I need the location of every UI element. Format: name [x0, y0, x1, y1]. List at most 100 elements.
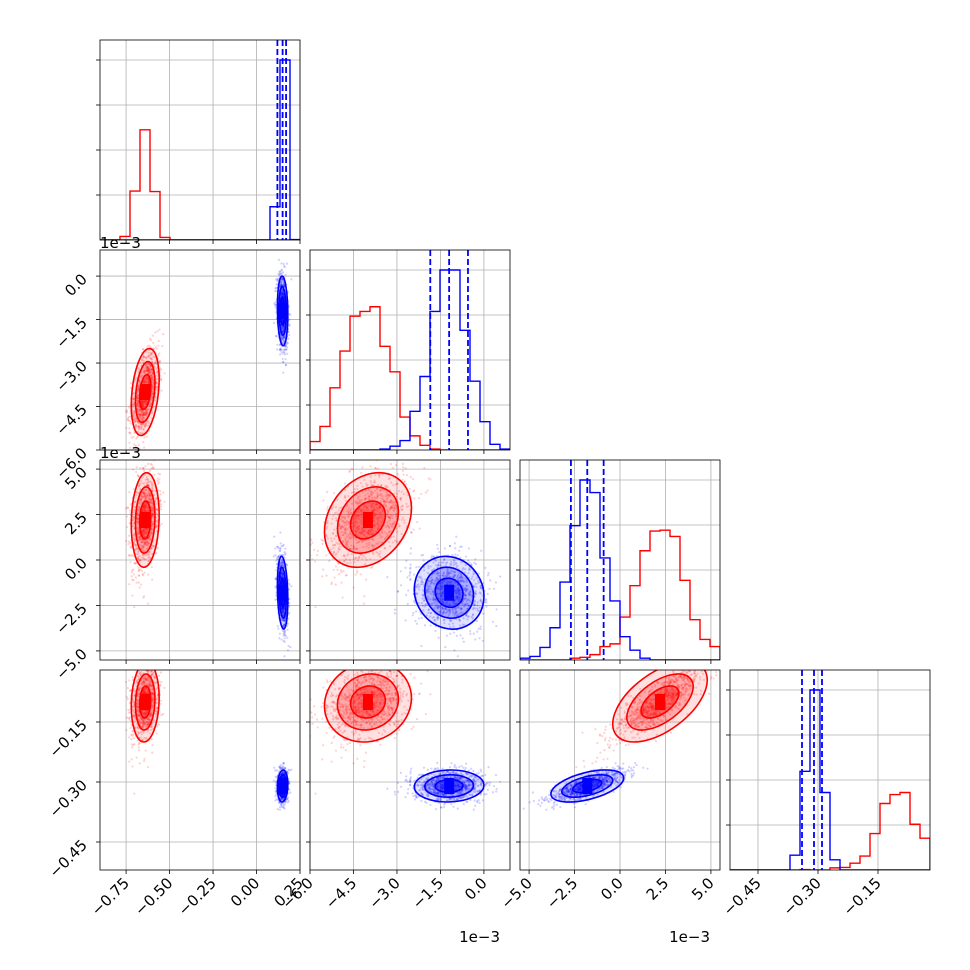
scatter-point — [151, 388, 154, 391]
scatter-point — [321, 539, 325, 542]
scatter-point — [142, 467, 145, 471]
scatter-point — [346, 534, 349, 538]
scatter-point — [136, 474, 139, 477]
scatter-point — [141, 416, 145, 419]
scatter-point — [148, 494, 151, 497]
scatter-point — [143, 400, 147, 403]
scatter-point — [279, 281, 282, 284]
scatter-point — [143, 498, 147, 501]
scatter-point — [280, 570, 283, 573]
scatter-point — [325, 533, 328, 537]
scatter-point — [330, 537, 333, 540]
scatter-point — [143, 543, 146, 546]
scatter-point — [144, 496, 147, 499]
scatter-point — [374, 512, 377, 516]
scatter-point — [279, 283, 282, 286]
scatter-point — [344, 539, 347, 542]
density-peak-b — [277, 302, 288, 319]
scatter-point — [147, 554, 150, 557]
scatter-point — [284, 629, 287, 632]
scatter-point — [361, 485, 364, 488]
scatter-point — [145, 492, 148, 495]
scatter-point — [401, 478, 404, 481]
scatter-point — [340, 526, 343, 530]
scatter-point — [155, 387, 158, 390]
scatter-point — [147, 497, 150, 500]
scatter-point — [350, 552, 353, 556]
scatter-point — [388, 519, 391, 522]
scatter-point — [139, 466, 142, 470]
scatter-point — [349, 536, 353, 539]
scatter-point — [132, 522, 135, 525]
scatter-point — [275, 279, 278, 282]
scatter-point — [147, 481, 150, 484]
scatter-point — [388, 517, 392, 520]
scatter-point — [135, 420, 139, 423]
scatter-point — [131, 578, 134, 581]
scatter-point — [152, 341, 155, 345]
scatter-point — [445, 634, 448, 637]
scatter-panel-1-0 — [124, 258, 293, 450]
grid-3-3 — [730, 670, 930, 870]
scatter-point — [282, 614, 285, 617]
scatter-point — [134, 417, 137, 420]
scatter-point — [284, 634, 287, 637]
scatter-point — [160, 378, 163, 381]
scatter-point — [375, 503, 378, 506]
scatter-point — [280, 292, 284, 295]
scatter-point — [144, 465, 147, 468]
scatter-point — [277, 627, 280, 630]
scatter-point — [283, 631, 287, 634]
scatter-point — [375, 542, 378, 545]
scatter-point — [361, 466, 364, 469]
scatter-point — [143, 379, 146, 383]
scatter-point — [151, 466, 154, 470]
scatter-point — [340, 525, 343, 528]
scatter-point — [140, 544, 143, 547]
scatter-point — [344, 528, 347, 531]
scatter-point — [390, 507, 393, 510]
scatter-point — [148, 337, 152, 340]
scatter-point — [280, 337, 283, 340]
scatter-point — [136, 400, 139, 403]
scatter-point — [141, 412, 144, 416]
scatter-point — [282, 294, 285, 297]
scatter-point — [373, 525, 376, 528]
scatter-point — [133, 413, 136, 417]
scatter-point — [142, 495, 145, 498]
scatter-point — [351, 528, 355, 531]
scatter-point — [144, 541, 147, 545]
scatter-point — [346, 554, 349, 557]
scatter-point — [151, 334, 154, 337]
scatter-point — [145, 488, 148, 491]
scatter-point — [146, 355, 150, 359]
scatter-point — [278, 273, 281, 276]
scatter-point — [275, 545, 279, 548]
scatter-point — [360, 531, 363, 535]
scatter-point — [138, 538, 141, 541]
scatter-point — [353, 490, 356, 494]
scatter-point — [132, 568, 135, 571]
scatter-point — [370, 537, 373, 541]
scatter-point — [373, 508, 377, 511]
scatter-point — [280, 562, 283, 565]
scatter-point — [134, 562, 137, 566]
scatter-point — [337, 562, 340, 566]
scatter-point — [136, 508, 139, 511]
scatter-point — [143, 494, 146, 497]
scatter-point — [143, 528, 146, 531]
scatter-point — [340, 530, 343, 534]
scatter-point — [145, 399, 148, 402]
scatter-point — [277, 555, 280, 559]
scatter-point — [142, 508, 146, 512]
scatter-point — [282, 608, 285, 611]
scatter-point — [280, 572, 283, 575]
scatter-point — [144, 424, 147, 427]
scatter-point — [145, 356, 148, 359]
scatter-point — [136, 520, 140, 523]
scatter-point — [137, 505, 140, 508]
scatter-point — [125, 411, 128, 414]
scatter-point — [142, 410, 145, 413]
scatter-point — [148, 538, 152, 541]
scatter-point — [343, 555, 347, 558]
